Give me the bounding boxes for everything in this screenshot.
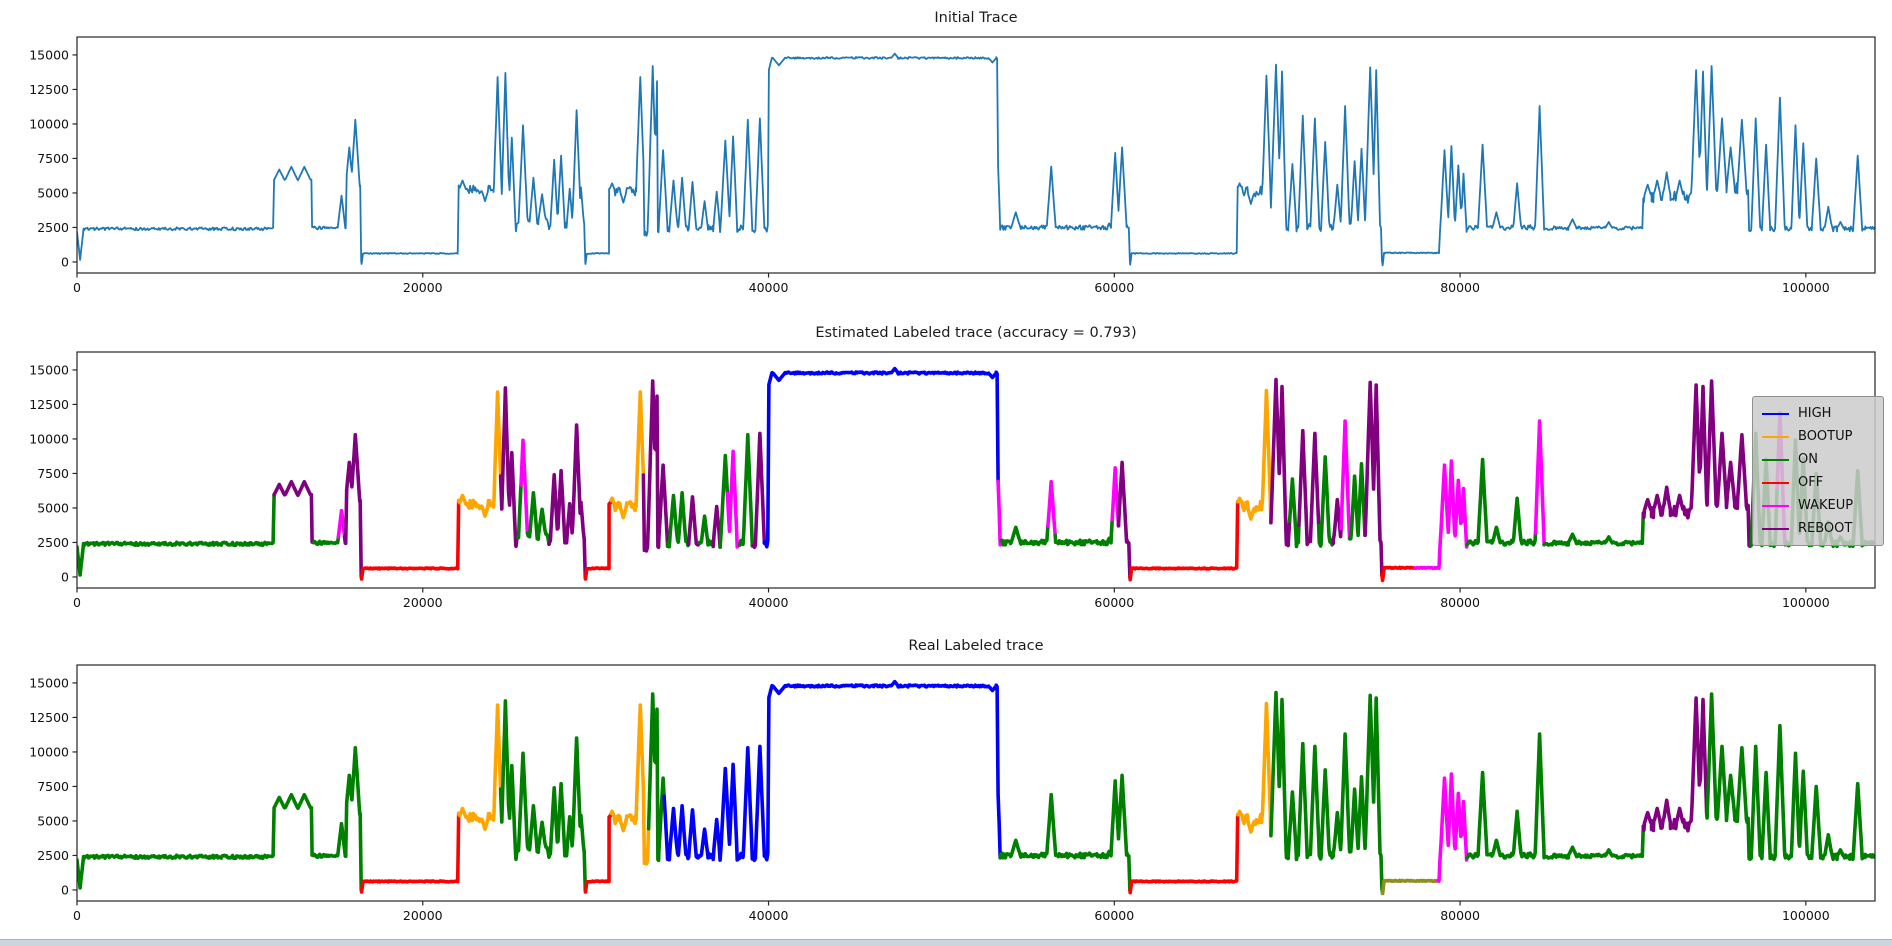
y-tick-label: 7500 bbox=[37, 466, 69, 481]
y-tick-label: 7500 bbox=[37, 779, 69, 794]
x-tick-label: 80000 bbox=[1440, 280, 1480, 295]
y-tick-label: 10000 bbox=[29, 431, 69, 446]
x-tick-label: 20000 bbox=[403, 280, 443, 295]
y-tick-label: 15000 bbox=[29, 675, 69, 690]
legend-swatch bbox=[1762, 527, 1789, 530]
legend-item-high: HIGH bbox=[1762, 402, 1883, 425]
legend: HIGH BOOTUP ON OFF WAKEUP REBOOT bbox=[1752, 396, 1884, 546]
y-tick-label: 15000 bbox=[29, 362, 69, 377]
x-tick-label: 80000 bbox=[1440, 595, 1480, 610]
y-tick-label: 5000 bbox=[37, 500, 69, 515]
legend-item-reboot: REBOOT bbox=[1762, 517, 1883, 540]
legend-item-off: OFF bbox=[1762, 471, 1883, 494]
y-tick-label: 15000 bbox=[29, 47, 69, 62]
plot-1: 0 20000 40000 60000 80000 100000 0 2500 5000 7500… bbox=[29, 351, 1876, 610]
x-tick-label: 100000 bbox=[1782, 908, 1830, 923]
y-tick-label: 2500 bbox=[37, 848, 69, 863]
x-tick-label: 100000 bbox=[1782, 595, 1830, 610]
y-tick-label: 5000 bbox=[37, 185, 69, 200]
y-tick-label: 2500 bbox=[37, 220, 69, 235]
x-tick-label: 0 bbox=[73, 595, 81, 610]
y-tick-label: 12500 bbox=[29, 710, 69, 725]
legend-label: BOOTUP bbox=[1798, 429, 1853, 444]
x-tick-label: 40000 bbox=[749, 595, 789, 610]
real-trace-title: Real Labeled trace bbox=[908, 638, 1044, 654]
legend-label: ON bbox=[1798, 452, 1818, 467]
x-tick-label: 100000 bbox=[1782, 280, 1830, 295]
x-tick-label: 20000 bbox=[403, 595, 443, 610]
x-tick-label: 60000 bbox=[1094, 280, 1134, 295]
y-tick-label: 12500 bbox=[29, 82, 69, 97]
legend-label: REBOOT bbox=[1798, 521, 1853, 536]
x-tick-label: 0 bbox=[73, 908, 81, 923]
y-tick-label: 10000 bbox=[29, 744, 69, 759]
y-tick-label: 2500 bbox=[37, 535, 69, 550]
initial-trace-title: Initial Trace bbox=[934, 10, 1018, 26]
legend-swatch bbox=[1762, 458, 1789, 461]
x-tick-label: 80000 bbox=[1440, 908, 1480, 923]
legend-item-on: ON bbox=[1762, 448, 1883, 471]
legend-swatch bbox=[1762, 504, 1789, 507]
window-edge-strip bbox=[0, 939, 1892, 946]
plot-2: 0 20000 40000 60000 80000 100000 0 2500 5000 7500… bbox=[29, 664, 1876, 923]
x-tick-label: 60000 bbox=[1094, 908, 1134, 923]
y-tick-label: 7500 bbox=[37, 151, 69, 166]
plot-0: 0 20000 40000 60000 80000 100000 0 2500 5000 7500… bbox=[29, 36, 1876, 295]
y-tick-label: 0 bbox=[61, 569, 69, 584]
legend-item-wakeup: WAKEUP bbox=[1762, 494, 1883, 517]
x-tick-label: 20000 bbox=[403, 908, 443, 923]
y-tick-label: 0 bbox=[61, 882, 69, 897]
y-tick-label: 0 bbox=[61, 254, 69, 269]
estimated-trace-title: Estimated Labeled trace (accuracy = 0.79… bbox=[815, 325, 1137, 341]
legend-label: HIGH bbox=[1798, 406, 1832, 421]
x-tick-label: 0 bbox=[73, 280, 81, 295]
legend-swatch bbox=[1762, 435, 1789, 438]
y-tick-label: 10000 bbox=[29, 116, 69, 131]
legend-swatch bbox=[1762, 481, 1789, 484]
x-tick-label: 60000 bbox=[1094, 595, 1134, 610]
x-tick-label: 40000 bbox=[749, 908, 789, 923]
legend-item-bootup: BOOTUP bbox=[1762, 425, 1883, 448]
y-tick-label: 5000 bbox=[37, 813, 69, 828]
legend-swatch bbox=[1762, 412, 1789, 415]
legend-label: WAKEUP bbox=[1798, 498, 1854, 513]
legend-label: OFF bbox=[1798, 475, 1824, 490]
y-tick-label: 12500 bbox=[29, 397, 69, 412]
x-tick-label: 40000 bbox=[749, 280, 789, 295]
